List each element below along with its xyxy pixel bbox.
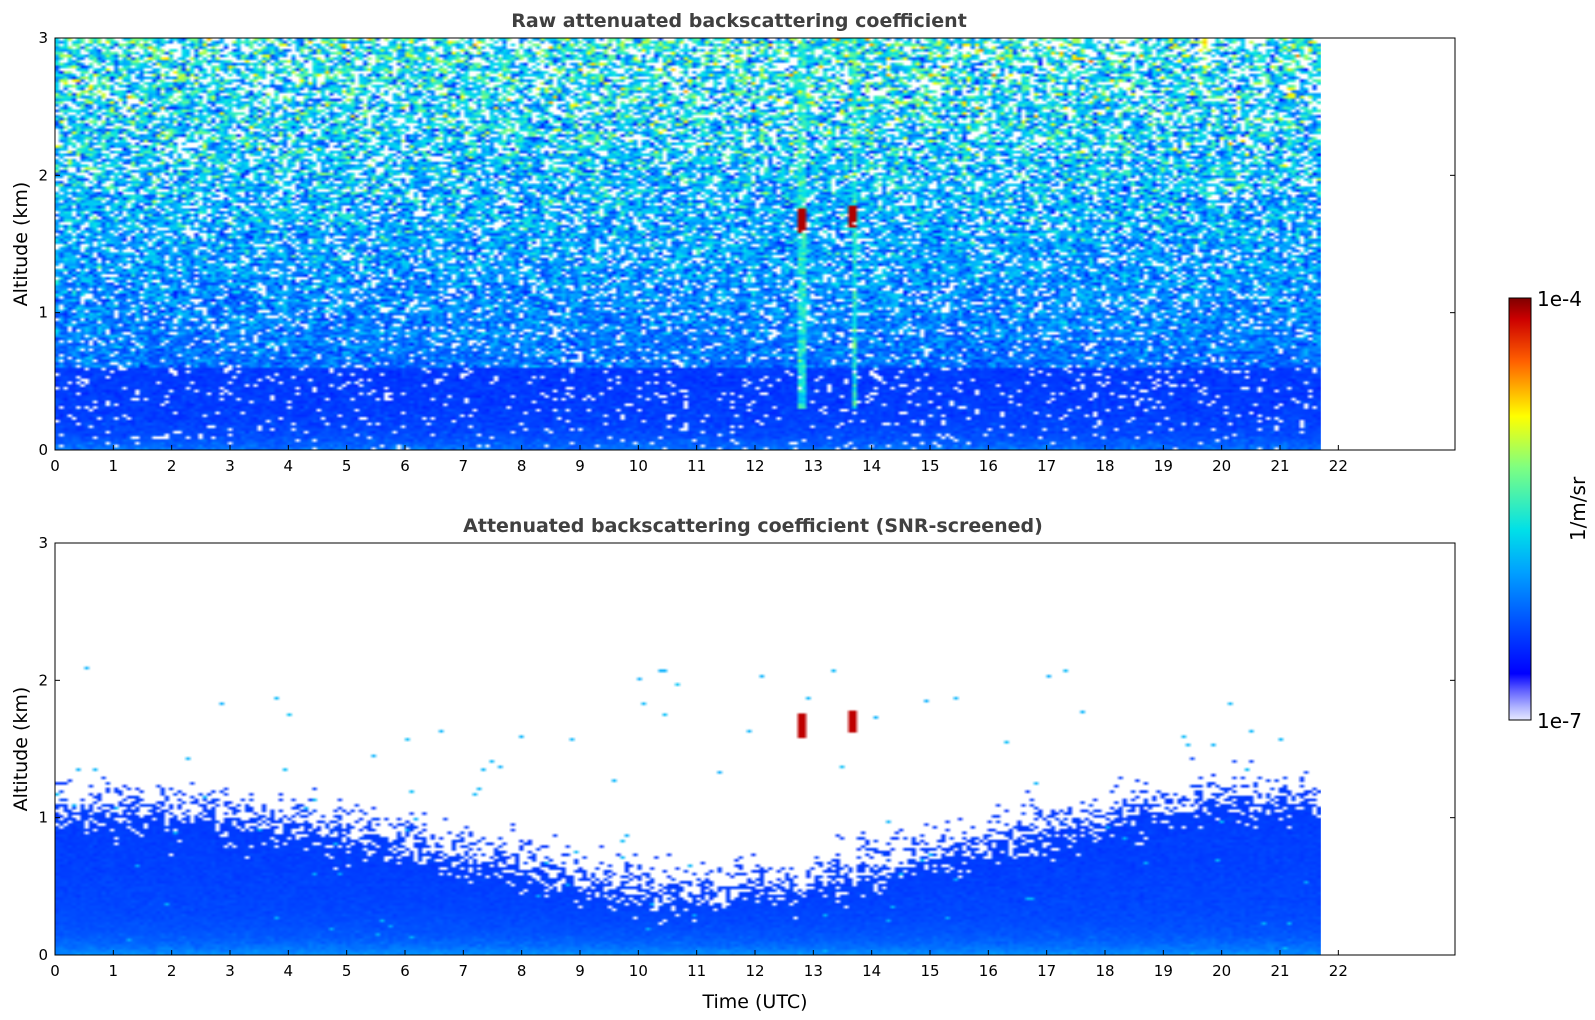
colorbar-max-label: 1e-4 <box>1537 287 1582 311</box>
x-tick-label: 17 <box>1037 457 1056 475</box>
panel-1-heatmap <box>55 38 1321 450</box>
x-tick-label: 16 <box>979 962 998 980</box>
panel-2-title: Attenuated backscattering coefficient (S… <box>463 515 1043 537</box>
x-tick-label: 6 <box>400 962 410 980</box>
x-tick-label: 9 <box>575 962 585 980</box>
x-tick-label: 4 <box>284 457 294 475</box>
y-tick-label: 3 <box>38 534 48 552</box>
x-tick-label: 1 <box>109 962 119 980</box>
panel-1-y-ticks: 0 1 2 3 <box>38 29 1455 459</box>
x-tick-label: 6 <box>400 457 410 475</box>
x-tick-label: 16 <box>979 457 998 475</box>
y-tick-label: 1 <box>38 304 48 322</box>
x-tick-label: 12 <box>745 962 764 980</box>
x-tick-label: 21 <box>1270 962 1289 980</box>
x-tick-label: 19 <box>1154 962 1173 980</box>
panel-1-x-ticks: 0 1 2 3 4 5 6 7 8 9 10 11 12 13 14 15 16 17 18 19 20 21 22 <box>50 445 1348 475</box>
x-tick-label: 11 <box>687 457 706 475</box>
panel-raw: Raw attenuated backscattering coefficien… <box>10 10 1456 475</box>
y-tick-label: 0 <box>38 441 48 459</box>
x-tick-label: 8 <box>517 457 527 475</box>
panel-1-y-label: Altitude (km) <box>10 182 32 307</box>
y-tick-label: 2 <box>38 671 48 689</box>
x-tick-label: 7 <box>459 457 469 475</box>
x-tick-label: 21 <box>1270 457 1289 475</box>
x-tick-label: 0 <box>50 962 60 980</box>
x-tick-label: 3 <box>225 962 235 980</box>
x-tick-label: 10 <box>629 962 648 980</box>
x-tick-label: 15 <box>920 457 939 475</box>
x-tick-label: 11 <box>687 962 706 980</box>
x-tick-label: 19 <box>1154 457 1173 475</box>
colorbar-min-label: 1e-7 <box>1537 709 1582 733</box>
colorbar-gradient <box>1508 297 1532 721</box>
x-tick-label: 0 <box>50 457 60 475</box>
x-tick-label: 12 <box>745 457 764 475</box>
panel-1-title: Raw attenuated backscattering coefficien… <box>511 10 967 32</box>
x-tick-label: 2 <box>167 457 177 475</box>
x-axis-label: Time (UTC) <box>701 991 807 1013</box>
x-tick-label: 14 <box>862 457 881 475</box>
x-tick-label: 8 <box>517 962 527 980</box>
panel-2-y-label: Altitude (km) <box>10 687 32 812</box>
x-tick-label: 9 <box>575 457 585 475</box>
x-tick-label: 20 <box>1212 962 1231 980</box>
x-tick-label: 22 <box>1329 962 1348 980</box>
y-tick-label: 1 <box>38 809 48 827</box>
x-tick-label: 18 <box>1095 457 1114 475</box>
x-tick-label: 5 <box>342 457 352 475</box>
colorbar: 1e-4 1e-7 1/m/sr <box>1508 287 1590 733</box>
y-tick-label: 3 <box>38 29 48 47</box>
x-tick-label: 10 <box>629 457 648 475</box>
y-tick-label: 2 <box>38 166 48 184</box>
x-tick-label: 4 <box>284 962 294 980</box>
panel-2-heatmap <box>55 543 1321 955</box>
x-tick-label: 15 <box>920 962 939 980</box>
panel-screened: Attenuated backscattering coefficient (S… <box>10 515 1456 1013</box>
panel-2-y-ticks: 0 1 2 3 <box>38 534 1455 964</box>
x-tick-label: 2 <box>167 962 177 980</box>
x-tick-label: 1 <box>109 457 119 475</box>
y-tick-label: 0 <box>38 946 48 964</box>
x-tick-label: 22 <box>1329 457 1348 475</box>
x-tick-label: 14 <box>862 962 881 980</box>
x-tick-label: 17 <box>1037 962 1056 980</box>
x-tick-label: 13 <box>804 962 823 980</box>
x-tick-label: 18 <box>1095 962 1114 980</box>
x-tick-label: 7 <box>459 962 469 980</box>
x-tick-label: 20 <box>1212 457 1231 475</box>
panel-2-x-ticks: 0 1 2 3 4 5 6 7 8 9 10 11 12 13 14 15 16 17 18 19 20 21 22 <box>50 950 1348 980</box>
x-tick-label: 13 <box>804 457 823 475</box>
x-tick-label: 3 <box>225 457 235 475</box>
x-tick-label: 5 <box>342 962 352 980</box>
colorbar-unit-label: 1/m/sr <box>1566 476 1590 541</box>
